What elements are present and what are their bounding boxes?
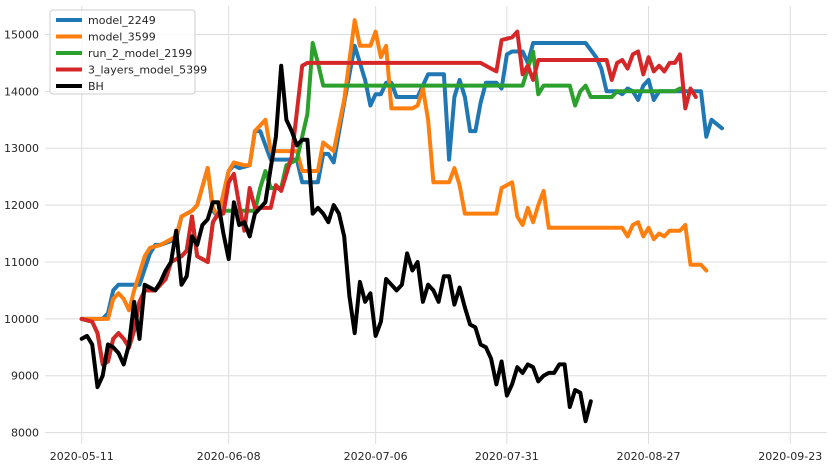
x-tick-label: 2020-07-06: [344, 450, 408, 463]
y-axis: 8000 9000 10000 11000 12000 13000 14000 15000: [4, 28, 39, 439]
y-tick-label: 10000: [4, 313, 39, 326]
series-lines: [79, 18, 724, 424]
x-tick-label: 2020-06-08: [197, 450, 261, 463]
legend-label: model_3599: [88, 31, 156, 44]
y-tick-label: 8000: [11, 427, 39, 440]
x-tick-label: 2020-07-31: [475, 450, 539, 463]
series-line-model-3599: [79, 18, 709, 321]
legend: model_2249 model_3599 run_2_model_2199 3_la…: [49, 9, 207, 95]
y-tick-label: 14000: [4, 85, 39, 98]
legend-label: model_2249: [88, 14, 156, 27]
y-tick-label: 15000: [4, 28, 39, 41]
y-tick-label: 12000: [4, 199, 39, 212]
y-tick-label: 11000: [4, 256, 39, 269]
series-line-bh: [79, 63, 593, 424]
x-axis: 2020-05-11 2020-06-08 2020-07-06 2020-07-31…: [50, 450, 822, 463]
y-tick-label: 9000: [11, 370, 39, 383]
x-tick-label: 2020-05-11: [50, 450, 114, 463]
legend-label: BH: [88, 80, 104, 93]
legend-label: run_2_model_2199: [88, 47, 192, 60]
y-tick-label: 13000: [4, 142, 39, 155]
x-tick-label: 2020-09-23: [758, 450, 822, 463]
legend-label: 3_layers_model_5399: [88, 64, 207, 77]
x-tick-label: 2020-08-27: [617, 450, 681, 463]
legend-box: [49, 9, 196, 95]
